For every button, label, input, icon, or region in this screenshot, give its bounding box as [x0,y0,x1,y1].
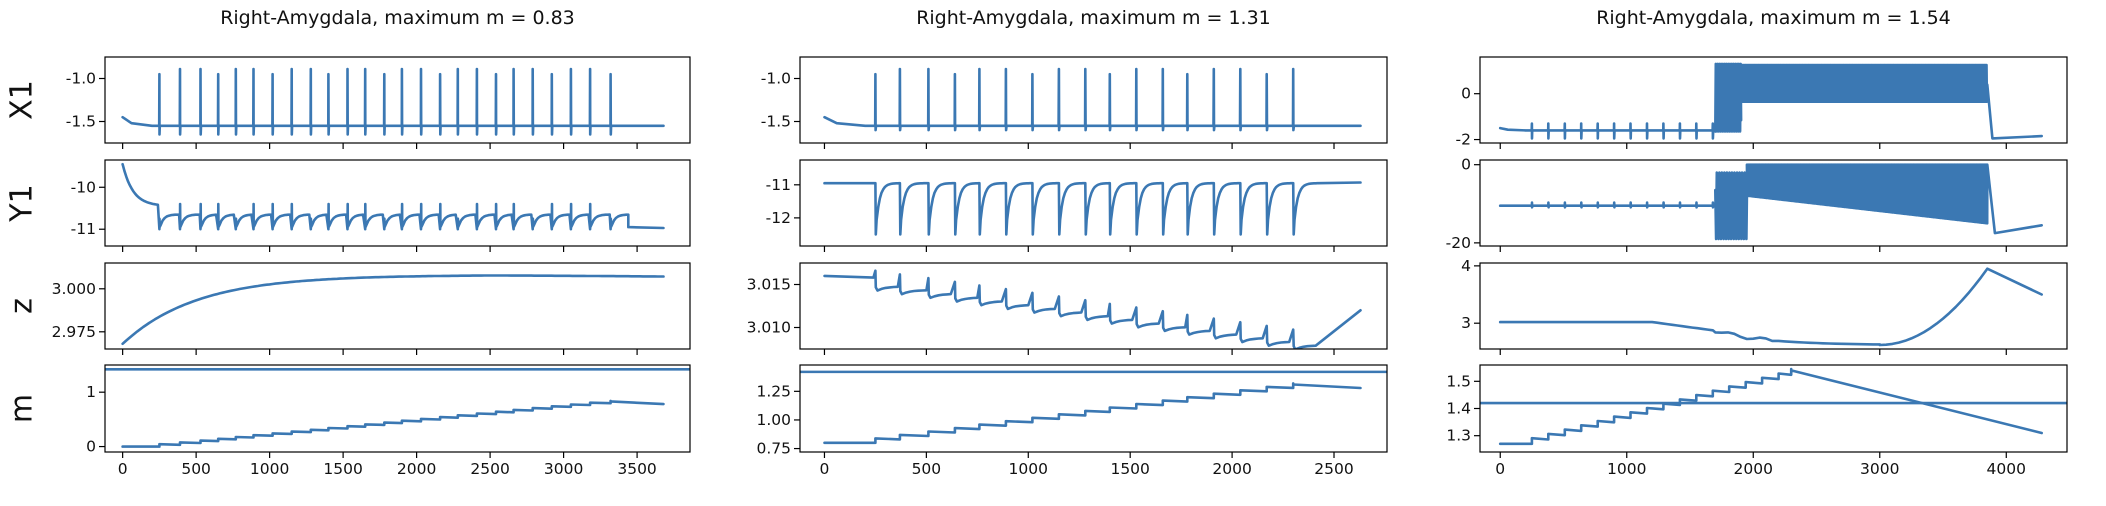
axes-frame [104,56,691,144]
x-tick-label: 2000 [1212,460,1251,478]
y-tick-label: 0.75 [756,440,791,458]
axes-frame [1479,56,2068,144]
series-m-2 [823,382,1362,445]
x-tick-label: 3500 [617,460,656,478]
y-tick-label: 3.000 [52,280,96,298]
x-tick-label: 1000 [250,460,289,478]
y-tick-label: -11 [766,176,791,194]
y-tick-label: -1.0 [761,70,791,88]
y-tick-label: 2.975 [52,323,96,341]
series-x1-1 [121,67,665,136]
y-tick-label: -20 [1446,234,1471,252]
series-y1-2 [823,181,1362,236]
panel-2-x1: -1.0 -1.5 [761,56,1388,149]
y-tick-label: -11 [71,220,96,238]
row-label-y1: Y1 [5,184,40,222]
y-tick-label: -1.5 [66,113,96,131]
axes-frame [104,159,691,247]
axes-frame [104,364,691,453]
y-tick-label: 1.3 [1446,427,1471,445]
series-m-3 [1498,367,2043,446]
x-tick-label: 500 [181,460,211,478]
axes-frame [799,364,1388,453]
chart-title-1: Right-Amygdala, maximum m = 0.83 [220,7,575,29]
series-z-2 [823,269,1362,349]
y-tick-label: -10 [71,178,96,196]
y-tick-label: 0 [1461,85,1471,103]
row-label-m: m [5,394,40,423]
x-tick-label: 1500 [323,460,362,478]
axes-frame [799,56,1388,144]
panel-3-m: 1.5 1.4 1.3 0 1000 2000 3000 4000 [1446,364,2068,478]
y-tick-label: -2 [1456,131,1471,149]
y-tick-label: 1 [86,383,96,401]
x-tick-label: 3000 [544,460,583,478]
x-tick-label: 0 [820,460,830,478]
series-y1-3 [1498,163,2043,241]
series-x1-3 [1498,62,2043,140]
axes-frame [1479,159,2068,247]
y-tick-label: 1.00 [756,411,791,429]
x-tick-label: 4000 [1987,460,2026,478]
series-z-1 [121,274,665,346]
panel-3-y1: 0 -20 [1446,156,2068,252]
axes-frame [1479,262,2068,350]
y-tick-label: 1.25 [756,382,791,400]
panel-2-m: 1.25 1.00 0.75 0 500 1000 1500 2000 2500 [756,364,1388,478]
y-tick-label: 0 [1461,156,1471,174]
axes-frame [799,159,1388,247]
y-tick-label: 1.5 [1446,372,1471,390]
x-tick-label: 0 [118,460,128,478]
row-label-z: z [5,298,40,314]
series-x1-2 [823,67,1362,132]
y-tick-label: 3.015 [747,276,791,294]
x-tick-label: 0 [1495,460,1505,478]
panel-2-z: 3.015 3.010 [747,262,1388,355]
x-tick-label: 1000 [1009,460,1048,478]
panel-3-z: 43 [1461,257,2068,355]
y-tick-label: 4 [1461,257,1471,275]
y-tick-label: -12 [766,209,791,227]
panel-2-y1: -11 -12 [766,159,1388,252]
chart-title-3: Right-Amygdala, maximum m = 1.54 [1596,7,1951,29]
chart-title-2: Right-Amygdala, maximum m = 1.31 [916,7,1271,29]
panel-1-m: 1 0 0 500 1000 1500 2000 2500 3000 3500 [86,364,691,478]
y-tick-label: 3.010 [747,319,791,337]
series-y1-1 [121,162,665,231]
x-tick-label: 2000 [397,460,436,478]
series-m-1 [121,399,665,448]
x-tick-label: 2000 [1734,460,1773,478]
x-tick-label: 1500 [1110,460,1149,478]
series-z-3 [1498,267,2043,347]
panel-1-y1: -10 -11 [71,159,691,252]
x-tick-label: 500 [912,460,942,478]
y-tick-label: 0 [86,438,96,456]
axes-frame [799,262,1388,350]
row-label-x1: X1 [5,80,40,120]
x-tick-label: 2500 [1314,460,1353,478]
y-tick-label: -1.0 [66,70,96,88]
panel-1-x1: -1.0 -1.5 [66,56,691,149]
panel-1-z: 3.000 2.975 [52,262,691,355]
panel-3-x1: 0 -2 [1456,56,2068,149]
x-tick-label: 1000 [1607,460,1646,478]
x-tick-label: 2500 [470,460,509,478]
y-tick-label: -1.5 [761,113,791,131]
x-tick-label: 3000 [1860,460,1899,478]
axes-frame [104,262,691,350]
y-tick-label: 3 [1461,314,1471,332]
y-tick-label: 1.4 [1446,400,1471,418]
